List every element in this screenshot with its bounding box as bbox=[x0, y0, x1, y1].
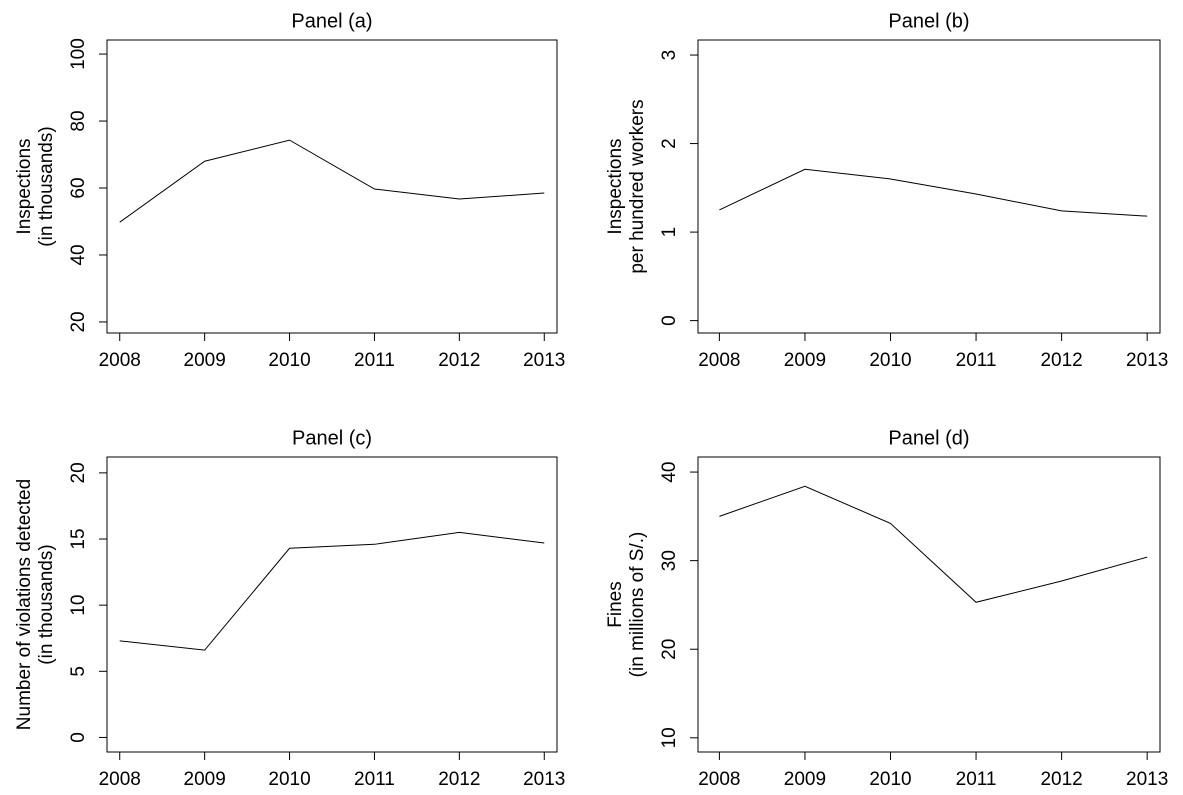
y-tick-label: 80 bbox=[68, 110, 89, 131]
x-tick-label: 2012 bbox=[438, 769, 480, 790]
x-tick-label: 2013 bbox=[523, 350, 565, 371]
x-tick-label: 2011 bbox=[956, 769, 997, 790]
x-tick-label: 2012 bbox=[1040, 769, 1082, 790]
y-tick-label: 100 bbox=[68, 38, 89, 70]
plot-frame bbox=[697, 456, 1161, 753]
y-tick-label: 60 bbox=[68, 177, 89, 198]
data-line bbox=[119, 531, 545, 651]
y-tick-label: 0 bbox=[659, 315, 680, 326]
y-tick-label: 15 bbox=[68, 528, 89, 549]
plot-frame bbox=[697, 39, 1161, 334]
y-tick-label: 20 bbox=[68, 462, 89, 483]
x-tick-label: 2011 bbox=[354, 769, 395, 790]
x-tick-label: 2008 bbox=[99, 350, 141, 371]
x-tick-label: 2012 bbox=[1040, 350, 1082, 371]
y-tick-label: 10 bbox=[659, 727, 680, 748]
y-tick-label: 30 bbox=[659, 550, 680, 571]
panel-title: Panel (c) bbox=[292, 427, 372, 449]
x-tick-label: 2010 bbox=[869, 769, 911, 790]
y-axis-label: per hundred workers bbox=[627, 99, 648, 273]
y-tick-label: 3 bbox=[659, 50, 680, 61]
x-tick-label: 2010 bbox=[268, 350, 310, 371]
x-tick-label: 2010 bbox=[869, 350, 911, 371]
y-tick-label: 40 bbox=[659, 461, 680, 482]
x-tick-label: 2008 bbox=[698, 350, 740, 371]
x-tick-label: 2009 bbox=[784, 769, 826, 790]
x-tick-label: 2013 bbox=[1126, 350, 1168, 371]
x-tick-label: 2011 bbox=[354, 350, 395, 371]
y-tick-label: 40 bbox=[68, 244, 89, 265]
x-tick-label: 2010 bbox=[268, 769, 310, 790]
x-tick-label: 2009 bbox=[184, 769, 226, 790]
y-axis-label: (in millions of S/.) bbox=[627, 532, 648, 678]
plot-frame bbox=[106, 39, 558, 334]
y-tick-label: 20 bbox=[659, 639, 680, 660]
x-tick-label: 2013 bbox=[523, 769, 565, 790]
y-axis-label: Inspections bbox=[605, 138, 626, 234]
x-tick-label: 2013 bbox=[1126, 769, 1168, 790]
panel-title: Panel (a) bbox=[291, 10, 372, 32]
x-tick-label: 2009 bbox=[784, 350, 826, 371]
x-tick-label: 2008 bbox=[698, 769, 740, 790]
y-tick-label: 2 bbox=[659, 138, 680, 149]
y-axis-label: (in thousands) bbox=[36, 126, 57, 246]
y-tick-label: 1 bbox=[659, 227, 680, 238]
x-tick-label: 2012 bbox=[438, 350, 480, 371]
y-axis-label: (in thousands) bbox=[36, 544, 57, 664]
y-tick-label: 10 bbox=[68, 595, 89, 616]
panel-title: Panel (d) bbox=[888, 427, 969, 449]
plot-frame bbox=[106, 456, 558, 753]
data-line bbox=[719, 168, 1148, 217]
data-line bbox=[719, 485, 1148, 603]
y-axis-label: Fines bbox=[605, 581, 626, 627]
x-tick-label: 2011 bbox=[956, 350, 997, 371]
y-axis-label: Number of violations detected bbox=[14, 479, 35, 730]
panel-title: Panel (b) bbox=[888, 10, 969, 32]
y-tick-label: 20 bbox=[68, 311, 89, 332]
y-axis-label: Inspections bbox=[14, 138, 35, 234]
x-tick-label: 2008 bbox=[99, 769, 141, 790]
data-line bbox=[119, 139, 545, 223]
y-tick-label: 5 bbox=[68, 666, 89, 677]
x-tick-label: 2009 bbox=[184, 350, 226, 371]
y-tick-label: 0 bbox=[68, 732, 89, 743]
